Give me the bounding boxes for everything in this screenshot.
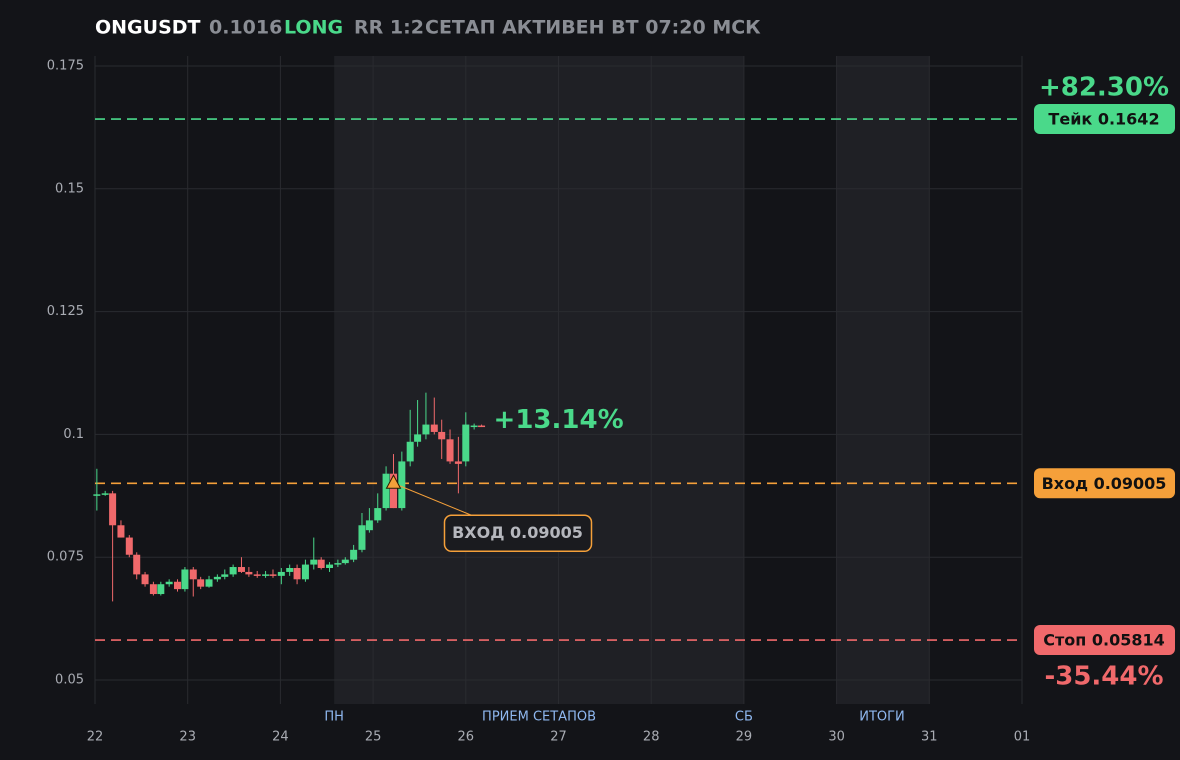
candle-body (341, 559, 349, 564)
y-tick-label: 0.15 (55, 181, 84, 196)
y-tick-label: 0.1 (63, 427, 84, 442)
session-label: ПРИЕМ СЕТАПОВ (482, 710, 596, 725)
candle-body (101, 493, 109, 495)
candle-body (438, 431, 446, 440)
candle-body (269, 574, 277, 576)
candle-body (406, 441, 414, 462)
candle-body (301, 564, 309, 580)
level-percent: -35.44% (1044, 662, 1163, 692)
candle-body (317, 559, 325, 569)
candle-body (229, 567, 237, 575)
x-tick-label: 27 (550, 730, 567, 745)
x-tick-label: 25 (365, 730, 382, 745)
entry-connector (393, 482, 472, 516)
candle-body (326, 564, 334, 569)
x-tick-label: 01 (1014, 730, 1031, 745)
level-badge (1034, 468, 1175, 499)
candle-body (245, 571, 253, 575)
candle-body (293, 568, 301, 580)
candle-body (422, 424, 430, 435)
candle-body (213, 576, 221, 580)
candle-body (446, 439, 454, 462)
candle-body (205, 579, 213, 587)
x-tick-label: 26 (458, 730, 475, 745)
candle-body (374, 508, 382, 521)
level-percent: +82.30% (1039, 73, 1169, 103)
candle-body (197, 579, 205, 587)
entry-label: ВХОД 0.09005 (452, 523, 583, 542)
session-shade (836, 56, 930, 704)
session-label: ИТОГИ (859, 710, 905, 725)
candle-body (165, 581, 173, 585)
symbol: ONGUSDT (95, 17, 201, 39)
candle-body (133, 554, 141, 575)
candle-body (430, 424, 438, 432)
candle-body (350, 549, 358, 560)
entry-box (443, 514, 593, 553)
candle-body (454, 461, 462, 464)
level-label: Вход 0.09005 (1042, 474, 1167, 493)
candle-body (334, 563, 342, 565)
candle-body (93, 494, 101, 496)
x-tick-label: 23 (179, 730, 196, 745)
candle-body (117, 525, 125, 538)
y-tick-label: 0.075 (47, 550, 84, 565)
level-label: Стоп 0.05814 (1043, 631, 1165, 650)
level-label: Тейк 0.1642 (1048, 110, 1159, 129)
candle-body (470, 425, 478, 428)
change-label: +13.14% (494, 405, 624, 435)
candle-body (382, 473, 390, 509)
candle-body (189, 569, 197, 580)
candle-body (141, 574, 149, 585)
x-tick-label: 28 (643, 730, 660, 745)
candle-body (157, 584, 165, 595)
level-badge (1034, 625, 1175, 656)
x-tick-label: 22 (87, 730, 104, 745)
candle-body (125, 537, 133, 555)
candle-body (221, 574, 229, 577)
x-tick-label: 24 (272, 730, 289, 745)
session-shade (334, 56, 744, 704)
candle-body (277, 571, 285, 576)
y-tick-label: 0.05 (55, 673, 84, 688)
header: ONGUSDT 0.1016 LONG RR 1:2 СЕТАП АКТИВЕН… (95, 17, 761, 39)
side: LONG (284, 17, 343, 39)
candle-body (286, 568, 294, 572)
price: 0.1016 (209, 17, 282, 39)
candle-body (262, 574, 270, 576)
candle-body (253, 574, 261, 576)
entry-marker (385, 474, 402, 489)
candle-body (181, 569, 189, 590)
y-tick-label: 0.175 (47, 59, 84, 74)
candle-body (462, 424, 470, 462)
x-tick-label: 31 (921, 730, 938, 745)
candle-body (237, 567, 245, 572)
status: СЕТАП АКТИВЕН ВТ 07:20 МСК (425, 17, 761, 39)
x-tick-label: 29 (736, 730, 753, 745)
level-badge (1034, 104, 1175, 135)
candle-body (358, 525, 366, 550)
candle-body (478, 425, 486, 428)
candle-body (174, 581, 182, 590)
candle-body (365, 520, 373, 531)
candle-body (414, 434, 422, 442)
session-label: СБ (735, 710, 753, 725)
candle-body (310, 559, 318, 565)
candle-body (109, 493, 117, 526)
candle-body (149, 584, 157, 595)
candle-body (398, 461, 406, 509)
candle-body (389, 473, 397, 509)
x-tick-label: 30 (828, 730, 845, 745)
y-tick-label: 0.125 (47, 304, 84, 319)
session-label: ПН (324, 710, 344, 725)
rr: RR 1:2 (354, 17, 424, 39)
